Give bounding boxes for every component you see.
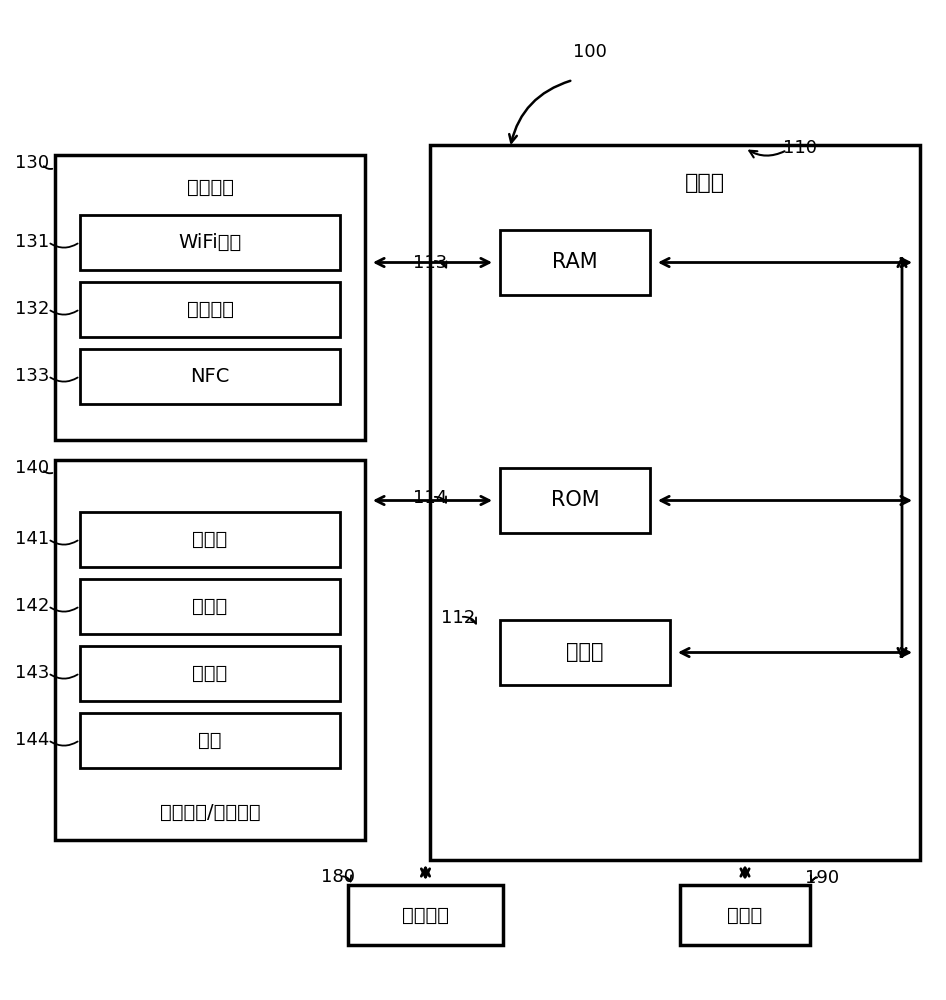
Text: RAM: RAM	[552, 252, 598, 272]
Text: 控制器: 控制器	[685, 173, 725, 193]
Text: 110: 110	[783, 139, 817, 157]
Text: 供电电源: 供电电源	[402, 906, 449, 924]
FancyBboxPatch shape	[80, 215, 340, 270]
Text: 190: 190	[805, 869, 839, 887]
Text: 113: 113	[412, 254, 447, 272]
FancyBboxPatch shape	[80, 282, 340, 337]
Text: 114: 114	[412, 489, 447, 507]
Text: 140: 140	[15, 459, 49, 477]
FancyBboxPatch shape	[80, 713, 340, 768]
Text: ROM: ROM	[551, 490, 600, 510]
Text: WiFi芯片: WiFi芯片	[179, 233, 241, 252]
FancyBboxPatch shape	[500, 230, 650, 295]
FancyBboxPatch shape	[500, 620, 670, 685]
Text: 180: 180	[321, 868, 355, 886]
Text: 144: 144	[15, 731, 49, 749]
Text: 142: 142	[15, 597, 49, 615]
FancyBboxPatch shape	[680, 885, 810, 945]
Text: 通信接口: 通信接口	[186, 178, 234, 196]
FancyBboxPatch shape	[80, 646, 340, 701]
FancyBboxPatch shape	[348, 885, 503, 945]
FancyBboxPatch shape	[55, 460, 365, 840]
Text: 麦克风: 麦克风	[192, 530, 228, 549]
Text: 存储器: 存储器	[727, 906, 762, 924]
Text: 112: 112	[441, 609, 475, 627]
FancyBboxPatch shape	[430, 145, 920, 860]
Text: 141: 141	[15, 530, 49, 548]
Text: 用户输入/输出接口: 用户输入/输出接口	[160, 802, 260, 822]
Text: 传感器: 传感器	[192, 664, 228, 683]
Text: 蓝牙模块: 蓝牙模块	[186, 300, 234, 319]
FancyBboxPatch shape	[500, 468, 650, 533]
FancyBboxPatch shape	[80, 579, 340, 634]
Text: 130: 130	[15, 154, 49, 172]
Text: 处理器: 处理器	[567, 643, 604, 662]
Text: 133: 133	[15, 367, 49, 385]
Text: 100: 100	[573, 43, 607, 61]
FancyBboxPatch shape	[80, 512, 340, 567]
Text: 触摸板: 触摸板	[192, 597, 228, 616]
FancyBboxPatch shape	[80, 349, 340, 404]
Text: 143: 143	[15, 664, 49, 682]
Text: 132: 132	[15, 300, 49, 318]
FancyBboxPatch shape	[55, 155, 365, 440]
Text: NFC: NFC	[190, 367, 230, 386]
Text: 按键: 按键	[199, 731, 221, 750]
Text: 131: 131	[15, 233, 49, 251]
